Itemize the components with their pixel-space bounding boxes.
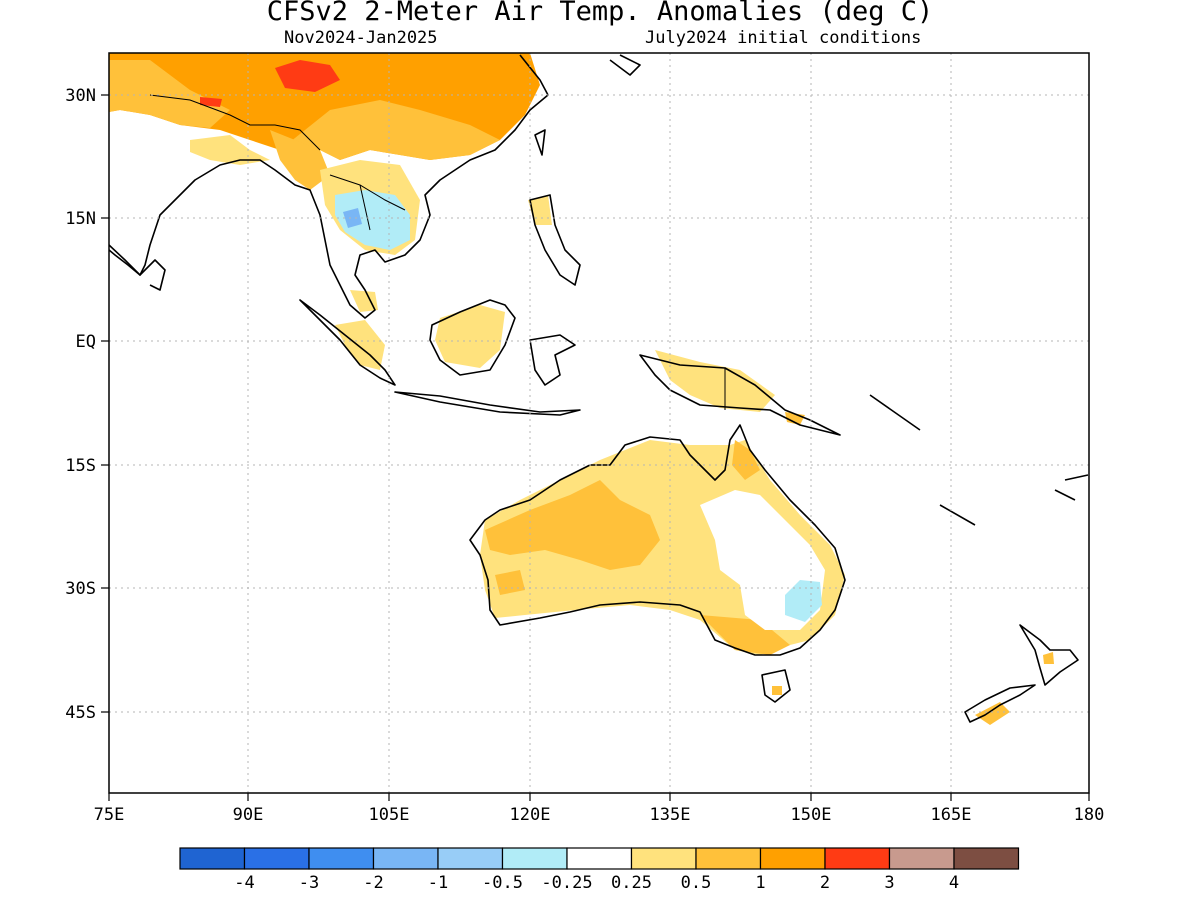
lon-label: 165E xyxy=(931,805,972,825)
colorbar-swatch xyxy=(953,847,1020,870)
map-title: CFSv2 2-Meter Air Temp. Anomalies (deg C… xyxy=(266,0,934,27)
country-borders xyxy=(149,94,726,410)
lon-label: 105E xyxy=(369,805,410,825)
lon-label: 90E xyxy=(233,805,264,825)
anomaly-region-cape-york xyxy=(732,440,760,480)
colorbar-swatch xyxy=(888,847,955,870)
initial-conditions: July2024 initial conditions xyxy=(645,28,922,48)
anomaly-region-tibet-hot xyxy=(275,60,340,92)
lat-label: 30S xyxy=(65,579,96,599)
colorbar-label: 0.25 xyxy=(611,873,652,893)
colorbar-label: 0.5 xyxy=(681,873,712,893)
colorbar-swatch xyxy=(759,847,826,870)
colorbar-label: 3 xyxy=(884,873,894,893)
lat-label: 45S xyxy=(65,703,96,723)
colorbar-label: -1 xyxy=(428,873,448,893)
colorbar-swatch xyxy=(243,847,310,870)
colorbar-swatch xyxy=(179,847,246,870)
anomaly-region-australia-south xyxy=(700,615,790,655)
colorbar-swatch xyxy=(372,847,439,870)
anomaly-region-thailand-cold xyxy=(343,208,362,228)
coastline-sulawesi xyxy=(529,334,576,386)
lat-label: EQ xyxy=(76,332,96,352)
anomaly-shading xyxy=(109,53,1054,725)
anomaly-region-new-zealand-south xyxy=(975,702,1010,725)
anomaly-region-tasmania-warm xyxy=(772,686,782,695)
border-himalaya xyxy=(149,94,321,151)
colorbar-label: 2 xyxy=(820,873,830,893)
anomaly-region-myanmar xyxy=(270,130,330,190)
anomaly-region-australia-east-cool xyxy=(785,580,822,622)
lon-label: 75E xyxy=(94,805,125,825)
colorbar-swatch xyxy=(308,847,375,870)
colorbar-label: -3 xyxy=(299,873,319,893)
lon-label: 120E xyxy=(510,805,551,825)
coastline-taiwan xyxy=(534,129,546,156)
coastline-tasmania xyxy=(761,669,791,703)
coastline-asia xyxy=(109,54,549,319)
anomaly-region-india-north xyxy=(190,135,270,165)
anomaly-region-australia-sw-spot xyxy=(495,570,525,595)
anomaly-region-malaya xyxy=(350,290,378,312)
anomaly-region-new-guinea xyxy=(655,350,775,412)
longitude-labels: 75E 90E 105E 120E 135E 150E 165E 180 xyxy=(94,805,1105,825)
colorbar-swatch xyxy=(824,847,891,870)
coastlines xyxy=(109,54,1089,723)
lon-label: 150E xyxy=(791,805,832,825)
colorbar-label: -0.5 xyxy=(482,873,523,893)
anomaly-region-tibet xyxy=(109,60,230,128)
coastline-japan-korea xyxy=(609,54,641,76)
colorbar-swatch xyxy=(501,847,568,870)
axis-ticks xyxy=(101,94,1090,801)
lat-label: 15S xyxy=(65,456,96,476)
coastline-java xyxy=(394,391,581,416)
latitude-labels: 30N 15N EQ 15S 30S 45S xyxy=(65,86,96,723)
border-indochina xyxy=(329,174,406,231)
colorbar xyxy=(179,847,1020,870)
colorbar-swatch xyxy=(566,847,633,870)
colorbar-label: 4 xyxy=(949,873,959,893)
colorbar-label: -4 xyxy=(234,873,254,893)
colorbar-label: -2 xyxy=(363,873,383,893)
colorbar-swatch xyxy=(695,847,762,870)
colorbar-swatch xyxy=(630,847,697,870)
coastline-borneo xyxy=(429,299,516,376)
colorbar-labels: -4 -3 -2 -1 -0.5 -0.25 0.25 0.5 1 2 3 4 xyxy=(234,873,959,893)
colorbar-label: 1 xyxy=(755,873,765,893)
colorbar-swatch xyxy=(437,847,504,870)
coastline-pacific-islands xyxy=(869,394,1089,526)
forecast-period: Nov2024-Jan2025 xyxy=(284,28,438,48)
map-frame xyxy=(108,52,1090,794)
map-area xyxy=(109,53,1089,725)
lat-label: 30N xyxy=(65,86,96,106)
coastline-new-zealand-south xyxy=(964,684,1036,723)
gridlines xyxy=(109,53,1089,793)
coastline-india xyxy=(109,244,166,291)
anomaly-region-china-light xyxy=(280,100,500,160)
anomaly-region-thailand xyxy=(335,190,410,250)
coastline-australia xyxy=(469,424,846,656)
anomaly-region-australia-west xyxy=(485,480,660,570)
lat-label: 15N xyxy=(65,209,96,229)
anomaly-region-tibet-hot-small xyxy=(200,97,222,107)
coastline-new-guinea xyxy=(639,354,841,436)
lon-label: 180 xyxy=(1074,805,1105,825)
coastline-new-zealand-north xyxy=(1019,624,1079,686)
lon-label: 135E xyxy=(650,805,691,825)
colorbar-label: -0.25 xyxy=(541,873,592,893)
anomaly-region-borneo xyxy=(435,305,505,368)
coastline-sumatra xyxy=(299,299,396,386)
coastline-philippines xyxy=(529,194,581,286)
anomaly-region-new-zealand-north xyxy=(1043,652,1054,664)
